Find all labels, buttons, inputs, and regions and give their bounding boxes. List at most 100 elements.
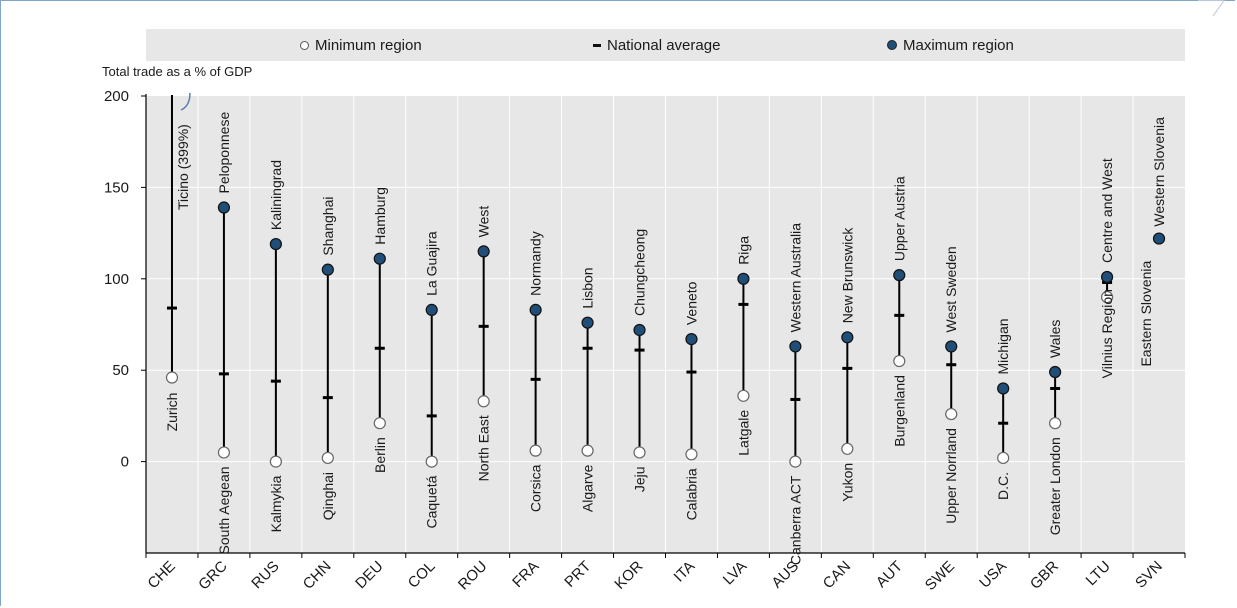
- maximum-region-marker: [321, 263, 334, 276]
- maximum-region-marker: [373, 252, 386, 265]
- max-region-label: Veneto: [683, 281, 699, 325]
- minimum-region-marker: [685, 448, 698, 461]
- legend-max-marker: [887, 40, 897, 50]
- legend-max-label: Maximum region: [903, 36, 1014, 54]
- x-tick-label: RUS: [248, 558, 282, 592]
- min-region-label: Greater London: [1047, 437, 1063, 535]
- min-region-label: South Aegean: [216, 466, 232, 554]
- x-tick-label: CHN: [300, 558, 335, 593]
- min-region-label: Yukon: [839, 463, 855, 502]
- max-region-label: Upper Austria: [891, 176, 907, 261]
- maximum-region-marker: [269, 237, 282, 251]
- x-tick-label: GRC: [195, 558, 231, 594]
- minimum-region-marker: [529, 444, 542, 457]
- y-tick-label: 150: [104, 179, 129, 196]
- min-region-label: Latgale: [735, 410, 751, 456]
- maximum-region-marker: [633, 323, 646, 337]
- min-region-label: Corsica: [528, 464, 544, 512]
- x-tick-label: COL: [405, 558, 439, 592]
- x-tick-label: AUT: [873, 558, 906, 591]
- minimum-region-marker: [165, 371, 179, 384]
- x-tick-label: PRT: [561, 558, 594, 591]
- y-tick-label: 50: [112, 362, 129, 379]
- minimum-region-marker: [581, 444, 594, 457]
- min-region-label: Zurich: [164, 393, 180, 432]
- max-region-label: Western Australia: [787, 223, 803, 333]
- frame-corner-decoration: [1198, 0, 1225, 16]
- minimum-region-marker: [945, 407, 958, 421]
- legend-item-minimum: Minimum region: [300, 29, 422, 61]
- max-region-label: Hamburg: [372, 187, 388, 245]
- max-region-label: Peloponnese: [216, 112, 232, 194]
- maximum-region-marker: [581, 316, 594, 329]
- min-region-label: Burgenland: [891, 375, 907, 447]
- minimum-region-marker: [217, 446, 231, 459]
- legend-item-maximum: Maximum region: [887, 29, 1014, 61]
- y-tick-label: 0: [121, 454, 129, 471]
- min-region-label: Calabria: [683, 468, 699, 520]
- x-tick-label: ROU: [455, 558, 491, 594]
- minimum-region-marker: [373, 417, 386, 430]
- clipped-value-indicator: [180, 92, 191, 111]
- minimum-region-marker: [321, 451, 334, 465]
- x-tick-label: ITA: [671, 558, 699, 586]
- max-region-label: Lisbon: [580, 267, 596, 308]
- y-tick-label: 200: [104, 88, 129, 105]
- min-region-label: Upper Norrland: [943, 428, 959, 524]
- min-region-label: Kalmykia: [268, 475, 284, 532]
- maximum-region-marker: [893, 269, 906, 282]
- minimum-region-marker: [789, 455, 802, 468]
- minimum-region-marker: [477, 395, 490, 408]
- min-region-label: Algarve: [580, 464, 596, 512]
- x-tick-label: CHE: [144, 558, 178, 592]
- maximum-region-marker: [1049, 365, 1062, 379]
- x-tick-label: USA: [976, 558, 1010, 592]
- min-region-label: Caquetá: [424, 475, 440, 528]
- maximum-region-marker: [945, 340, 958, 353]
- minimum-region-marker: [633, 446, 646, 459]
- max-region-label: Normandy: [528, 231, 544, 296]
- x-tick-label: CAN: [820, 558, 854, 592]
- maximum-region-marker: [1152, 232, 1166, 245]
- max-region-label: Riga: [735, 236, 751, 265]
- max-region-label: Shanghai: [320, 196, 336, 255]
- max-region-label: Chungcheong: [632, 229, 648, 316]
- min-region-label: D.C.: [995, 472, 1011, 500]
- x-tick-label: FRA: [509, 558, 542, 591]
- x-tick-label: LTU: [1083, 558, 1114, 589]
- max-region-label: La Guajira: [424, 231, 440, 296]
- minimum-region-marker: [425, 455, 438, 468]
- y-axis-label: Total trade as a % of GDP: [102, 64, 253, 79]
- minimum-region-marker: [1100, 290, 1114, 304]
- maximum-region-marker: [425, 303, 438, 316]
- min-region-label: Eastern Slovenia: [1138, 260, 1154, 366]
- maximum-region-marker: [685, 333, 698, 346]
- max-region-label: West: [476, 206, 492, 238]
- maximum-region-marker: [737, 272, 750, 285]
- maximum-region-marker: [477, 245, 490, 258]
- legend-min-label: Minimum region: [315, 36, 422, 54]
- minimum-region-marker: [893, 354, 906, 368]
- legend-min-marker: [300, 40, 309, 50]
- max-region-label: Michigan: [995, 318, 1011, 374]
- max-region-label: Ticino (399%): [175, 124, 191, 210]
- max-region-label: Kaliningrad: [268, 160, 284, 230]
- x-tick-label: SVN: [1132, 558, 1166, 592]
- max-region-label: Western Slovenia: [1151, 117, 1167, 227]
- maximum-region-marker: [997, 382, 1010, 395]
- max-region-label: Centre and West: [1099, 158, 1115, 263]
- maximum-region-marker: [1100, 270, 1114, 284]
- x-tick-label: GBR: [1027, 558, 1062, 593]
- x-tick-label: DEU: [352, 558, 386, 592]
- min-region-label: Jeju: [632, 466, 648, 492]
- min-region-label: Qinghai: [320, 472, 336, 520]
- legend-item-average: National average: [593, 29, 720, 61]
- min-region-label: Canberra ACT: [787, 475, 803, 565]
- x-tick-label: LVA: [720, 558, 751, 589]
- legend-avg-label: National average: [607, 36, 721, 54]
- min-region-label: Berlin: [372, 437, 388, 473]
- legend-avg-marker: [593, 43, 601, 47]
- maximum-region-marker: [529, 303, 542, 316]
